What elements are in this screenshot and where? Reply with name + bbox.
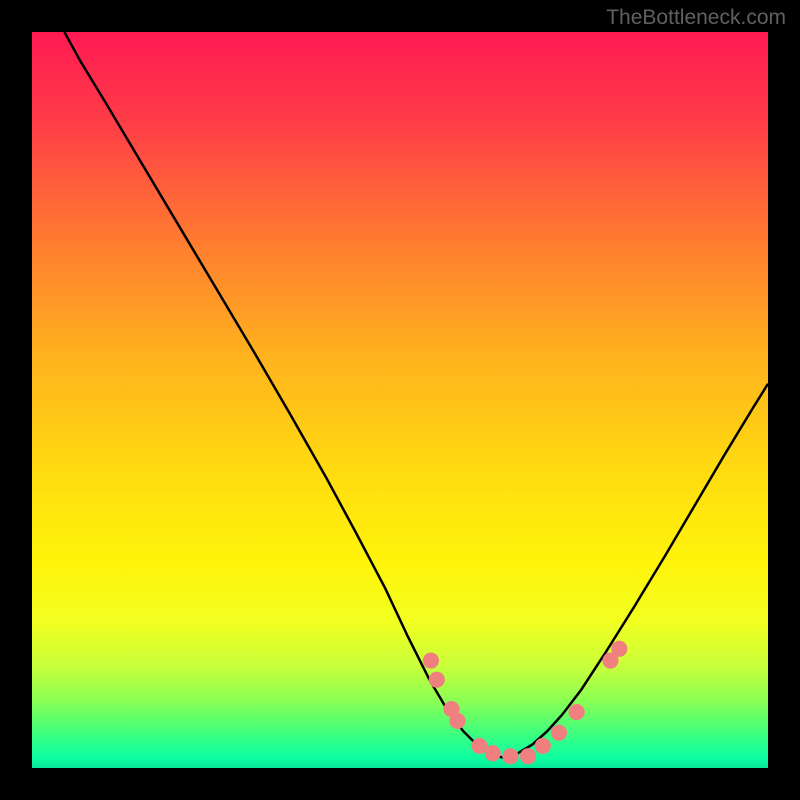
bottleneck-curve bbox=[64, 32, 768, 758]
curve-markers bbox=[423, 641, 628, 765]
curve-marker bbox=[429, 672, 445, 688]
curve-marker bbox=[551, 725, 567, 741]
curve-marker bbox=[569, 704, 585, 720]
curve-marker bbox=[485, 745, 501, 761]
curve-marker bbox=[423, 652, 439, 668]
chart-curve-layer bbox=[32, 32, 768, 768]
curve-marker bbox=[611, 641, 627, 657]
curve-marker bbox=[520, 748, 536, 764]
watermark-text: TheBottleneck.com bbox=[606, 6, 786, 30]
curve-marker bbox=[449, 713, 465, 729]
chart-plot-area bbox=[32, 32, 768, 768]
curve-marker bbox=[502, 748, 518, 764]
curve-marker bbox=[535, 738, 551, 754]
